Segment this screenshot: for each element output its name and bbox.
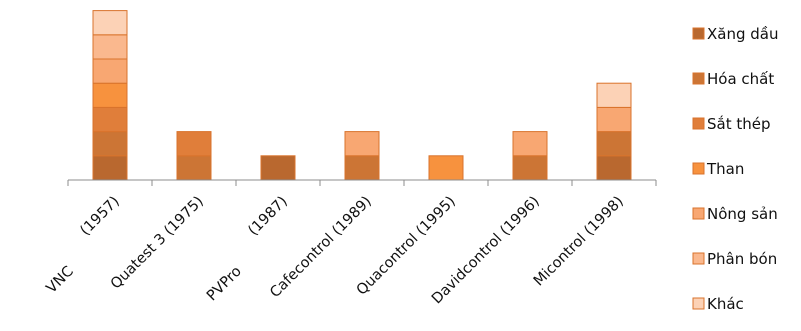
x-axis — [67, 179, 657, 186]
bar-segment — [176, 155, 212, 181]
legend-swatch — [692, 252, 705, 265]
legend-label: Xăng dầu — [707, 25, 778, 43]
legend-swatch — [692, 207, 705, 220]
x-tick-label: VNC — [44, 264, 77, 297]
x-tick-label: (1957) — [77, 194, 122, 239]
bar-segment — [92, 106, 128, 133]
bar-segment — [92, 58, 128, 84]
bars-group — [92, 10, 632, 181]
legend: Xăng dầu Hóa chất Sắt thép Than Nông sản Phân… — [692, 25, 778, 313]
bar-segment — [512, 131, 548, 157]
bar-segment — [92, 155, 128, 181]
legend-label: Than — [706, 160, 744, 178]
legend-label: Sắt thép — [707, 115, 771, 133]
bar-segment — [596, 82, 632, 108]
bar-segment — [92, 10, 128, 36]
legend-label: Hóa chất — [707, 70, 774, 88]
bar-segment — [92, 82, 128, 108]
legend-label: Phân bón — [707, 250, 777, 268]
bar-segment — [344, 155, 380, 181]
legend-swatch — [692, 72, 705, 85]
legend-swatch — [692, 27, 705, 40]
x-tick-labels: VNC(1957)Quatest 3 (1975)PVPro(1987)Cafe… — [44, 194, 627, 308]
bar-segment — [512, 155, 548, 181]
legend-swatch — [692, 162, 705, 175]
bar-segment — [176, 131, 212, 157]
bar-segment — [596, 155, 632, 181]
bar-segment — [596, 106, 632, 133]
x-tick-label: PVPro — [204, 263, 245, 304]
legend-swatch — [692, 117, 705, 130]
x-tick-label: Micontrol (1998) — [531, 194, 627, 290]
legend-label: Khác — [707, 295, 744, 313]
legend-swatch — [692, 297, 705, 310]
legend-label: Nông sản — [707, 205, 778, 223]
bar-segment — [92, 34, 128, 60]
bar-segment — [260, 155, 296, 181]
bar-segment — [344, 131, 380, 157]
x-tick-label: Quatest 3 (1975) — [108, 194, 207, 293]
x-tick-label: (1987) — [245, 194, 290, 239]
bar-segment — [92, 131, 128, 157]
bar-segment — [428, 155, 464, 181]
bar-segment — [596, 131, 632, 157]
